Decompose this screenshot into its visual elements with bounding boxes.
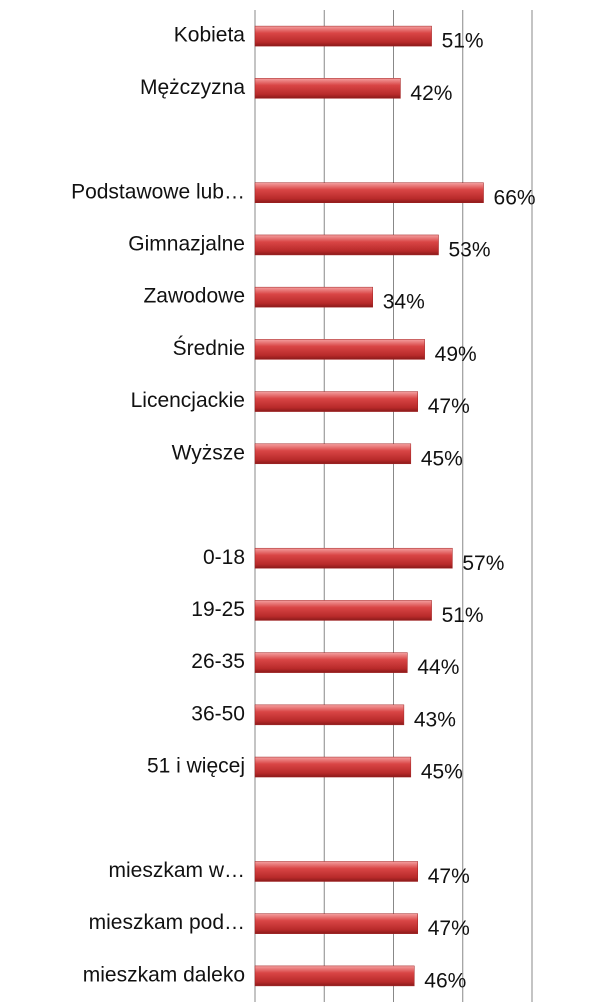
y-tick-label: Podstawowe lub… [71,180,245,203]
bar [254,600,432,621]
y-tick-label: Wyższe [172,441,245,464]
bar [254,652,408,673]
value-label: 66% [494,186,536,209]
value-label: 43% [414,708,456,731]
bar [254,861,418,882]
y-tick-label: Mężczyzna [140,76,245,99]
value-label: 47% [428,395,470,418]
y-tick-label: Licencjackie [131,389,245,412]
y-tick-label: Średnie [173,336,245,360]
bar [254,391,418,412]
value-label: 49% [435,343,477,366]
bar [254,182,484,203]
bar [254,756,412,778]
bar [254,339,425,360]
value-label: 47% [428,865,470,888]
bar [254,78,401,99]
y-tick-label: 51 i więcej [147,755,245,778]
bar [254,286,373,308]
value-label: 44% [417,656,459,679]
y-tick-label: mieszkam daleko [83,963,245,986]
bar [254,913,418,934]
value-label: 45% [421,761,463,784]
y-tick-label: Kobieta [174,24,246,47]
y-tick-label: 26-35 [191,650,245,673]
bar [254,965,415,987]
value-label: 46% [424,969,466,992]
y-tick-label: 36-50 [191,702,245,725]
value-label: 57% [462,552,504,575]
bar [254,704,405,726]
value-label: 34% [383,291,425,314]
value-label: 51% [442,604,484,627]
value-label: 42% [410,82,452,105]
value-label: 45% [421,447,463,470]
bar [254,25,432,47]
y-tick-label: Gimnazjalne [128,232,245,255]
bar [254,234,439,256]
y-tick-label: 0-18 [203,546,245,569]
y-tick-label: Zawodowe [143,285,245,308]
value-label: 47% [428,917,470,940]
bar [254,547,453,569]
value-label: 53% [449,238,491,261]
y-tick-label: mieszkam pod… [89,911,245,934]
y-tick-label: 19-25 [191,598,245,621]
y-tick-label: mieszkam w… [108,859,245,882]
value-label: 51% [442,30,484,53]
bar [254,443,412,465]
